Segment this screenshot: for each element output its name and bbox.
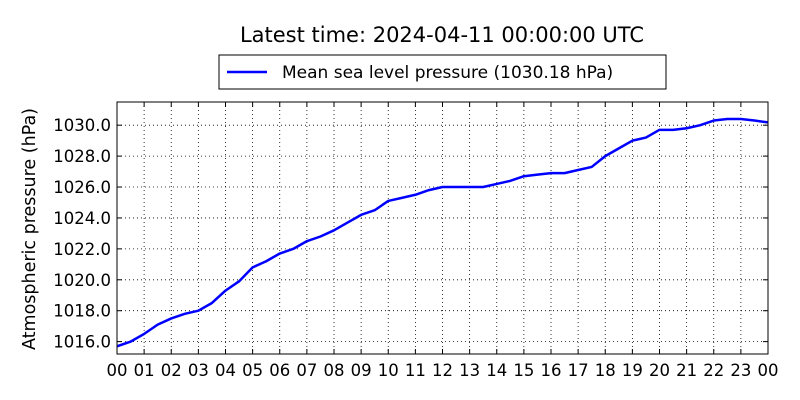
y-tick-label: 1022.0: [53, 240, 111, 259]
x-tick-label: 06: [269, 361, 290, 380]
x-tick-label: 10: [378, 361, 399, 380]
x-tick-label: 01: [134, 361, 155, 380]
x-tick-label: 16: [541, 361, 562, 380]
x-tick-label: 22: [703, 361, 724, 380]
x-tick-label: 02: [161, 361, 182, 380]
y-tick-label: 1030.0: [53, 116, 111, 135]
series-line-mslp: [116, 117, 769, 348]
x-tick-label: 11: [405, 361, 426, 380]
x-tick-label: 23: [730, 361, 751, 380]
x-tick-label: 00: [758, 361, 779, 380]
y-axis-label: Atmospheric pressure (hPa): [20, 108, 40, 350]
legend-label: Mean sea level pressure (1030.18 hPa): [282, 63, 613, 83]
x-tick-label: 07: [296, 361, 317, 380]
x-tick-label: 05: [242, 361, 263, 380]
x-tick-label: 08: [324, 361, 345, 380]
chart-title: Latest time: 2024-04-11 00:00:00 UTC: [240, 23, 644, 47]
y-tick-labels: 1016.0 1018.0 1020.0 1022.0 1024.0 1026.0 1028…: [53, 116, 111, 351]
plot-frame: [116, 101, 769, 355]
grid: [117, 102, 768, 354]
x-tick-label: 21: [676, 361, 697, 380]
x-tick-label: 12: [432, 361, 453, 380]
legend: Mean sea level pressure (1030.18 hPa): [218, 54, 667, 90]
x-tick-label: 19: [622, 361, 643, 380]
y-tick-label: 1024.0: [53, 209, 111, 228]
y-tick-label: 1020.0: [53, 271, 111, 290]
x-tick-label: 18: [595, 361, 616, 380]
y-tick-label: 1018.0: [53, 302, 111, 321]
x-tick-label: 00: [107, 361, 128, 380]
x-tick-label: 14: [486, 361, 507, 380]
x-tick-label: 20: [649, 361, 670, 380]
x-tick-label: 03: [188, 361, 209, 380]
y-tick-label: 1028.0: [53, 147, 111, 166]
legend-box: [218, 54, 667, 90]
x-tick-labels: 00 01 02 03 04 05 06 07 08 09 10 11 12 13 14 15 16 17 18 19…: [107, 361, 779, 380]
x-tick-label: 04: [215, 361, 236, 380]
x-tick-label: 17: [568, 361, 589, 380]
series-layer: [116, 117, 769, 348]
x-tick-label: 13: [459, 361, 480, 380]
y-tick-label: 1016.0: [53, 333, 111, 352]
x-tick-label: 09: [351, 361, 372, 380]
y-tick-label: 1026.0: [53, 178, 111, 197]
x-tick-label: 15: [513, 361, 534, 380]
ticks: [116, 102, 769, 354]
